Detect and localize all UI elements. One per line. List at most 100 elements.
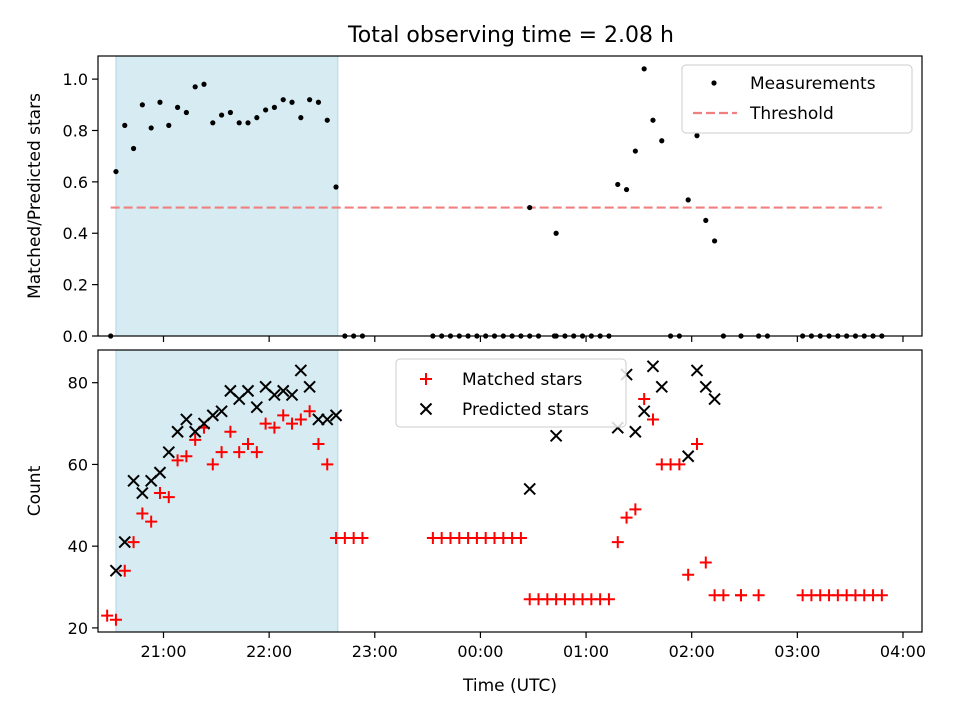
measurement-point xyxy=(641,66,647,72)
matched-stars-point xyxy=(233,446,246,459)
measurement-point xyxy=(333,184,339,190)
predicted-stars-point xyxy=(206,409,220,422)
measurement-point xyxy=(659,138,665,144)
matched-stars-point xyxy=(620,511,633,524)
predicted-stars-point xyxy=(303,380,316,393)
measurement-point xyxy=(685,197,691,203)
bottom-panel: 20 40 60 80 21:00 22:00 23:00 00:00 01:00 02:00 0… xyxy=(25,349,926,696)
matched-stars-point xyxy=(611,536,624,549)
predicted-stars-point xyxy=(523,482,536,496)
matched-stars-point xyxy=(171,454,184,467)
matched-stars-point xyxy=(145,515,158,528)
matched-stars-point xyxy=(206,458,219,471)
observing-interval-shade xyxy=(115,55,339,337)
measurement-point xyxy=(157,99,163,105)
predicted-stars-point xyxy=(655,380,668,393)
top-y-ticks: 0.0 0.2 0.4 0.6 0.8 1.0 xyxy=(63,70,98,346)
matched-stars-point xyxy=(242,438,255,450)
measurement-point xyxy=(130,145,137,152)
x-tick-label: 03:00 xyxy=(774,642,820,661)
measurement-point xyxy=(280,97,286,103)
x-tick-label: 01:00 xyxy=(563,642,609,661)
x-tick-label: 21:00 xyxy=(140,642,186,661)
predicted-stars-point xyxy=(136,486,149,500)
matched-stars-point xyxy=(735,589,748,602)
predicted-stars-point xyxy=(171,425,184,438)
measurement-point xyxy=(298,115,304,121)
matched-stars-point xyxy=(277,409,290,422)
measurement-point xyxy=(711,238,718,244)
top-y-axis-label: Matched/Predicted stars xyxy=(25,93,45,299)
top-panel-frame xyxy=(97,55,923,337)
measurement-point xyxy=(227,109,234,116)
legend-label: Matched stars xyxy=(462,370,582,390)
legend-label: Threshold xyxy=(749,104,834,124)
matched-stars-point xyxy=(682,568,695,581)
matched-stars-point xyxy=(215,446,228,459)
measurement-point xyxy=(703,217,709,224)
y-tick-label: 0.0 xyxy=(63,327,88,346)
bottom-y-axis-label: Count xyxy=(25,465,45,516)
bottom-x-ticks: 21:00 22:00 23:00 00:00 01:00 02:00 03:00 04:00 xyxy=(140,632,926,661)
matched-stars-point xyxy=(717,589,730,602)
predicted-stars-point xyxy=(312,413,325,426)
matched-stars-point xyxy=(638,393,651,406)
matched-stars-point xyxy=(294,413,307,426)
measurement-point xyxy=(183,109,189,116)
predicted-stars-point xyxy=(690,364,704,377)
predicted-stars-point xyxy=(646,360,660,373)
predicted-stars-point xyxy=(268,388,281,402)
measurement-point xyxy=(289,99,295,105)
predicted-stars-point xyxy=(162,445,175,459)
measurement-point xyxy=(615,181,621,188)
y-tick-label: 0.2 xyxy=(63,276,88,295)
x-tick-label: 04:00 xyxy=(880,642,926,661)
predicted-stars-point xyxy=(127,474,140,487)
matched-stars-point xyxy=(118,564,131,577)
predicted-stars-point xyxy=(329,409,343,422)
matched-stars-point xyxy=(224,425,237,438)
predicted-stars-point xyxy=(549,429,563,443)
count-points xyxy=(101,360,888,626)
y-tick-label: 0.8 xyxy=(63,121,88,140)
measurement-point xyxy=(694,133,700,139)
chart-title: Total observing time = 2.08 h xyxy=(347,23,674,48)
measurement-point xyxy=(201,81,207,87)
measurement-point xyxy=(527,204,533,211)
predicted-stars-point xyxy=(629,425,642,438)
top-panel: 0.0 0.2 0.4 0.6 0.8 1.0 Matched/Predicted sta… xyxy=(25,55,923,346)
matched-stars-point xyxy=(629,503,642,516)
matched-stars-point xyxy=(268,421,281,434)
measurement-point xyxy=(113,168,119,175)
matched-stars-point xyxy=(136,507,149,520)
matched-stars-point xyxy=(162,491,175,504)
predicted-stars-point xyxy=(681,450,695,463)
top-legend: Measurements Threshold xyxy=(681,64,913,134)
matched-stars-point xyxy=(752,589,765,602)
y-tick-label: 0.6 xyxy=(63,173,88,192)
matched-stars-point xyxy=(180,450,193,463)
y-tick-label: 20 xyxy=(68,619,88,638)
matched-stars-point xyxy=(153,487,166,500)
predicted-stars-point xyxy=(109,564,123,577)
x-axis-label: Time (UTC) xyxy=(462,676,557,696)
matched-stars-point xyxy=(673,458,686,471)
observing-interval-shade xyxy=(115,349,339,633)
predicted-stars-point xyxy=(241,384,255,398)
measurement-point xyxy=(271,104,278,110)
measurement-point xyxy=(174,104,181,110)
measurement-point xyxy=(632,148,638,154)
y-tick-label: 80 xyxy=(68,374,88,393)
measurement-point xyxy=(236,120,242,126)
legend-marker-measurements xyxy=(711,80,717,86)
predicted-stars-point xyxy=(708,392,721,406)
predicted-stars-point xyxy=(294,364,308,377)
measurement-point xyxy=(245,120,251,126)
predicted-stars-point xyxy=(250,401,264,414)
measurement-point xyxy=(623,186,630,193)
measurement-point xyxy=(139,102,145,108)
matched-stars-point xyxy=(303,405,316,418)
measurement-point xyxy=(210,120,216,126)
y-tick-label: 1.0 xyxy=(63,70,88,89)
